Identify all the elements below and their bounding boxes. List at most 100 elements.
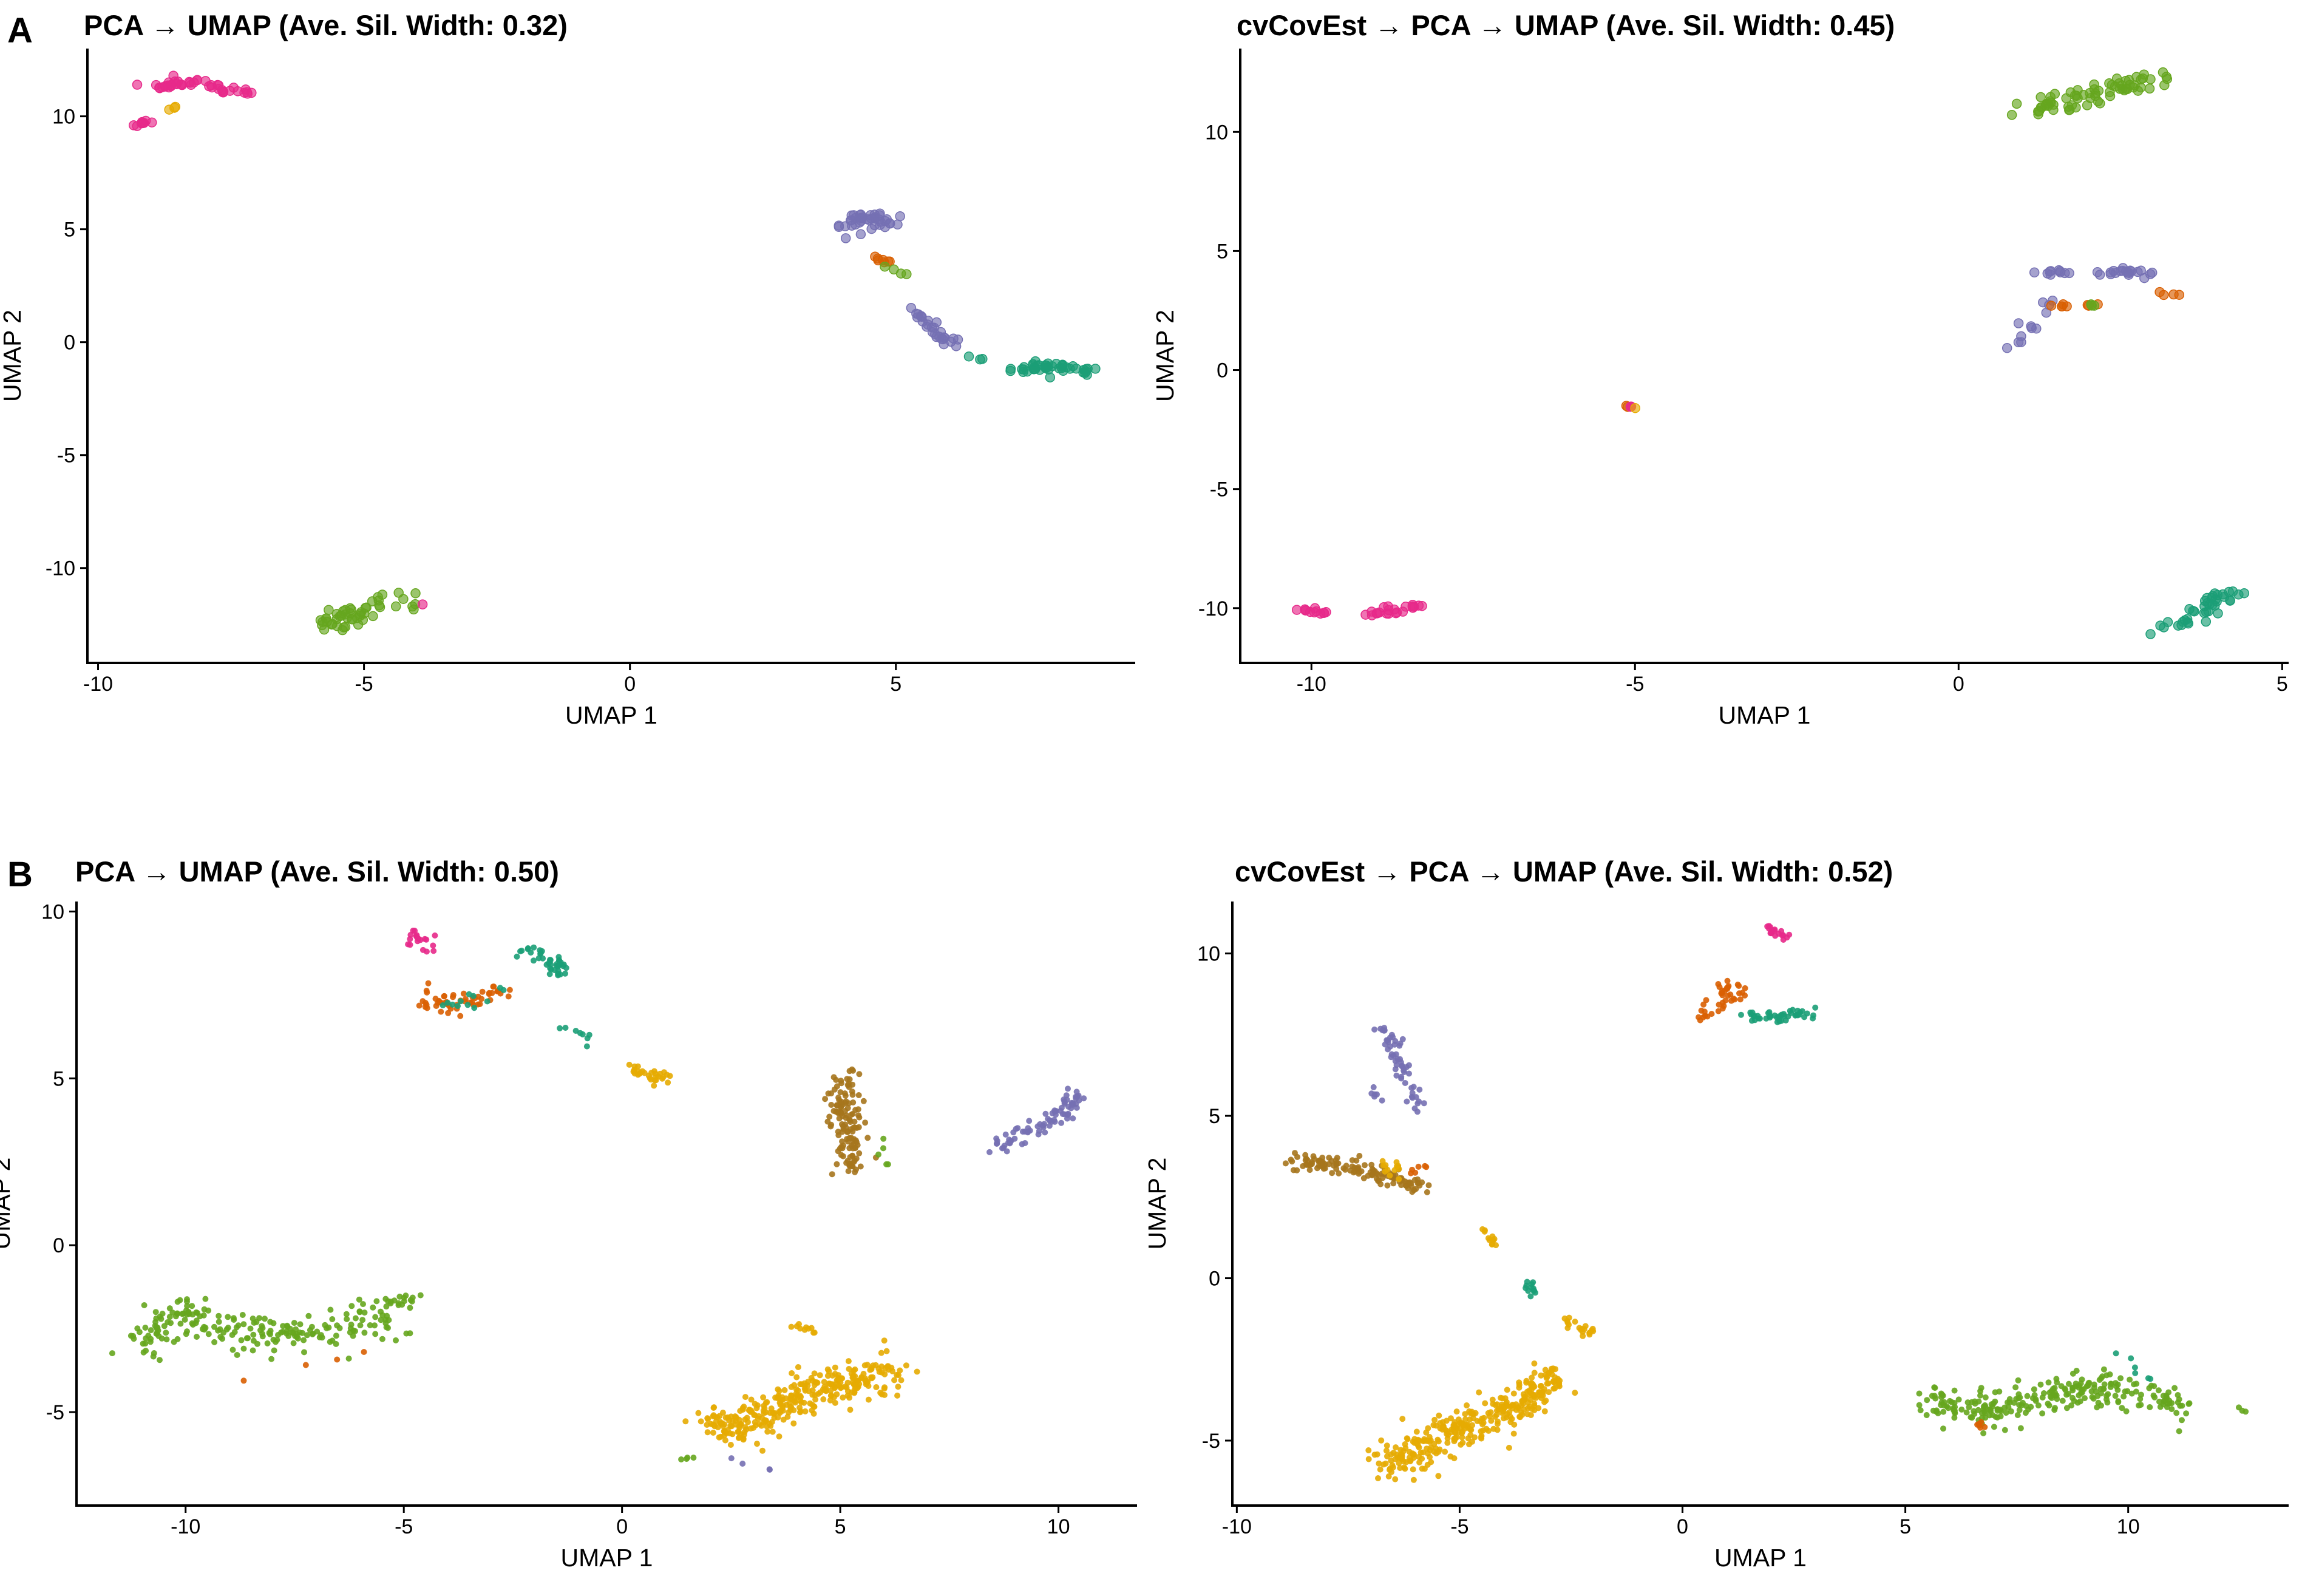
scatter-point bbox=[894, 1392, 901, 1399]
scatter-point bbox=[1801, 1014, 1808, 1020]
scatter-point bbox=[1424, 1461, 1431, 1468]
scatter-point bbox=[1425, 1425, 1431, 1431]
scatter-point bbox=[1002, 1131, 1009, 1138]
x-axis-label: UMAP 1 bbox=[1714, 1544, 1807, 1572]
scatter-point bbox=[828, 1102, 835, 1108]
scatter-point bbox=[1435, 1473, 1442, 1479]
scatter-point bbox=[1397, 1455, 1404, 1461]
scatter-point bbox=[2086, 299, 2096, 310]
scatter-point bbox=[733, 1414, 739, 1421]
scatter-point bbox=[824, 1118, 831, 1125]
scatter-point bbox=[719, 1410, 726, 1416]
scatter-point bbox=[2157, 1404, 2164, 1410]
scatter-point bbox=[2122, 1388, 2128, 1395]
scatter-point bbox=[776, 1433, 783, 1440]
scatter-point bbox=[350, 1333, 356, 1339]
scatter-point bbox=[2016, 1407, 2023, 1413]
scatter-point bbox=[327, 1339, 333, 1345]
scatter-point bbox=[1377, 1181, 1384, 1187]
scatter-point bbox=[848, 1143, 855, 1149]
scatter-point bbox=[1490, 1425, 1497, 1432]
scatter-point bbox=[1042, 1110, 1049, 1117]
scatter-point bbox=[441, 993, 447, 999]
scatter-point bbox=[356, 1296, 362, 1303]
scatter-point bbox=[1403, 1064, 1410, 1070]
scatter-point bbox=[2045, 1379, 2052, 1386]
scatter-point bbox=[634, 1063, 641, 1070]
scatter-point bbox=[719, 1420, 725, 1427]
scatter-point bbox=[2133, 1388, 2139, 1395]
scatter-point bbox=[2132, 1370, 2139, 1376]
scatter-point bbox=[163, 1336, 170, 1343]
y-tick-label: -5 bbox=[57, 444, 75, 467]
scatter-point bbox=[2043, 101, 2054, 111]
scatter-point bbox=[457, 1013, 464, 1019]
scatter-point bbox=[795, 1364, 801, 1370]
scatter-point bbox=[820, 1396, 827, 1402]
scatter-point bbox=[211, 1339, 218, 1345]
scatter-point bbox=[789, 1370, 795, 1376]
scatter-point bbox=[202, 1325, 209, 1331]
scatter-point bbox=[855, 1106, 861, 1113]
scatter-point bbox=[1969, 1414, 1975, 1421]
scatter-point bbox=[779, 1394, 786, 1401]
scatter-point bbox=[1420, 1449, 1427, 1456]
scatter-point bbox=[2012, 1384, 2019, 1391]
scatter-point bbox=[1982, 1394, 1989, 1401]
scatter-point bbox=[853, 1139, 860, 1146]
scatter-point bbox=[809, 1402, 816, 1408]
scatter-point bbox=[383, 1324, 390, 1331]
scatter-point bbox=[2120, 1393, 2127, 1400]
scatter-point bbox=[1411, 1177, 1418, 1183]
scatter-point bbox=[1409, 1090, 1416, 1096]
scatter-points bbox=[128, 70, 1101, 636]
scatter-point bbox=[832, 1364, 838, 1371]
scatter-point bbox=[2089, 1394, 2096, 1401]
scatter-point bbox=[183, 1307, 189, 1314]
y-tick-label: 10 bbox=[1197, 943, 1220, 966]
scatter-point bbox=[1404, 1098, 1410, 1105]
scatter-point bbox=[1407, 1458, 1413, 1465]
scatter-point bbox=[266, 1329, 273, 1336]
scatter-point bbox=[220, 1329, 227, 1336]
scatter-point bbox=[355, 611, 365, 621]
scatter-point bbox=[216, 1319, 222, 1325]
scatter-point bbox=[423, 988, 430, 994]
scatter-point bbox=[1564, 1319, 1571, 1326]
x-axis-label: UMAP 1 bbox=[565, 701, 657, 729]
scatter-point bbox=[359, 1317, 366, 1323]
scatter-point bbox=[721, 1428, 728, 1435]
scatter-point bbox=[993, 1135, 1000, 1142]
scatter-point bbox=[562, 1025, 569, 1031]
y-tick-label: 0 bbox=[1217, 359, 1228, 382]
scatter-point bbox=[546, 971, 553, 977]
scatter-point bbox=[1527, 1293, 1534, 1300]
scatter-point bbox=[393, 588, 404, 598]
scatter-point bbox=[562, 970, 568, 977]
scatter-point bbox=[1421, 1100, 1427, 1107]
scatter-point bbox=[2146, 1385, 2153, 1391]
scatter-point bbox=[1520, 1391, 1527, 1397]
scatter-point bbox=[1440, 1423, 1447, 1430]
scatter-point bbox=[653, 1077, 659, 1084]
scatter-point bbox=[651, 1082, 657, 1089]
y-axis-label: UMAP 2 bbox=[0, 1158, 15, 1250]
scatter-point bbox=[872, 1362, 879, 1368]
scatter-point bbox=[1719, 987, 1726, 994]
scatter-point bbox=[1388, 1031, 1395, 1038]
scatter-point bbox=[1090, 364, 1101, 374]
scatter-point bbox=[403, 1330, 410, 1337]
scatter-point bbox=[849, 1379, 856, 1386]
scatter-point bbox=[1026, 1118, 1033, 1124]
scatter-point bbox=[189, 77, 199, 88]
scatter-point bbox=[739, 1405, 746, 1411]
scatter-point bbox=[1384, 1182, 1391, 1189]
y-tick-label: 5 bbox=[1217, 240, 1228, 263]
scatter-point bbox=[393, 1337, 399, 1343]
y-tick-label: -5 bbox=[1202, 1430, 1220, 1453]
scatter-point bbox=[855, 1112, 861, 1119]
scatter-point bbox=[259, 1333, 266, 1340]
scatter-point bbox=[1073, 1095, 1079, 1102]
scatter-point bbox=[2176, 1396, 2182, 1402]
scatter-point bbox=[194, 1334, 200, 1340]
